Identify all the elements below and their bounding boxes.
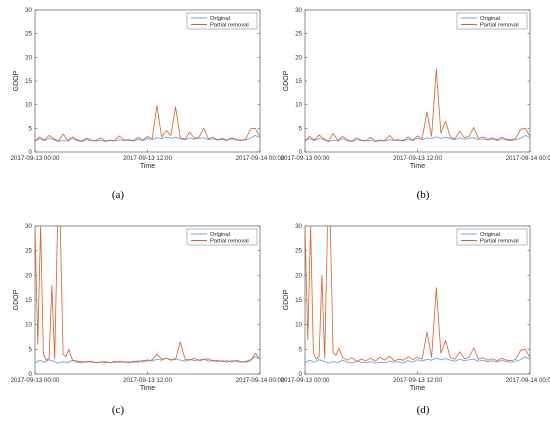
y-axis-label: GDOP xyxy=(13,289,20,310)
y-tick-label: 25 xyxy=(25,31,32,38)
x-axis-label: Time xyxy=(140,385,155,392)
y-tick-label: 5 xyxy=(299,346,303,353)
x-tick-label: 2017-09-13 12:00 xyxy=(393,377,442,384)
series-line-original xyxy=(35,356,260,364)
y-axis-label: GDOP xyxy=(13,70,20,91)
x-tick-label: 2017-09-13 00:00 xyxy=(11,155,60,162)
y-tick-label: 25 xyxy=(295,31,302,38)
series-line-partial-removal xyxy=(305,68,530,142)
y-tick-label: 10 xyxy=(25,102,32,109)
y-tick-label: 25 xyxy=(25,248,32,255)
y-tick-label: 30 xyxy=(25,223,32,230)
y-tick-label: 15 xyxy=(25,78,32,85)
legend-entry-label: Partial removal xyxy=(210,239,249,245)
x-tick-label: 2017-09-13 00:00 xyxy=(11,377,60,384)
y-tick-label: 25 xyxy=(295,248,302,255)
series-line-original xyxy=(305,356,530,364)
y-tick-label: 5 xyxy=(29,125,33,132)
legend-entry-label: Partial removal xyxy=(480,23,519,29)
panel-caption: (a) xyxy=(112,189,125,201)
series-group xyxy=(305,68,530,143)
y-tick-label: 20 xyxy=(25,272,32,279)
plot-area-frame xyxy=(304,9,531,153)
series-line-partial-removal xyxy=(35,226,260,364)
series-group xyxy=(35,226,260,364)
legend-entry-label: Original xyxy=(210,16,230,22)
x-tick-label: 2017-09-13 00:00 xyxy=(281,155,330,162)
y-tick-label: 10 xyxy=(25,322,32,329)
chart-panel-a: 0 5 10 15 20 25 30 2017-09-13 00:00 2017-09-13 1… xyxy=(11,7,285,201)
y-tick-label: 0 xyxy=(29,371,33,378)
y-tick-label: 30 xyxy=(295,7,302,14)
x-tick-label: 2017-09-13 12:00 xyxy=(123,155,172,162)
y-tick-label: 15 xyxy=(295,78,302,85)
y-tick-label: 30 xyxy=(25,7,32,14)
series-line-partial-removal xyxy=(35,105,260,142)
panel-caption: (c) xyxy=(112,404,125,416)
plot-area-frame xyxy=(34,9,261,153)
y-tick-label: 15 xyxy=(295,297,302,304)
x-tick-label: 2017-09-14 00:00 xyxy=(506,377,550,384)
x-tick-label: 2017-09-13 00:00 xyxy=(281,377,330,384)
series-line-original xyxy=(35,134,260,143)
series-group xyxy=(305,226,530,364)
legend-entry-label: Partial removal xyxy=(210,23,249,29)
y-tick-label: 10 xyxy=(295,102,302,109)
y-tick-label: 30 xyxy=(295,223,302,230)
y-tick-label: 0 xyxy=(29,149,33,156)
legend-entry-label: Original xyxy=(480,232,500,238)
y-axis-label: GDOP xyxy=(283,70,290,91)
y-tick-label: 10 xyxy=(295,322,302,329)
y-axis-label: GDOP xyxy=(283,289,290,310)
x-axis-label: Time xyxy=(410,163,425,170)
y-tick-label: 0 xyxy=(299,149,303,156)
legend-entry-label: Original xyxy=(210,232,230,238)
panel-caption: (b) xyxy=(417,189,430,201)
x-tick-label: 2017-09-13 12:00 xyxy=(393,155,442,162)
x-tick-label: 2017-09-14 00:00 xyxy=(236,377,285,384)
panel-caption: (d) xyxy=(417,404,430,416)
y-tick-label: 15 xyxy=(25,297,32,304)
y-tick-label: 0 xyxy=(299,371,303,378)
series-group xyxy=(35,105,260,143)
y-tick-label: 5 xyxy=(29,346,33,353)
y-tick-label: 20 xyxy=(25,54,32,61)
x-tick-label: 2017-09-13 12:00 xyxy=(123,377,172,384)
chart-panel-c: 0 5 10 15 20 25 30 2017-09-13 00:00 2017-09-13 1… xyxy=(11,223,285,416)
chart-panel-d: 0 5 10 15 20 25 30 2017-09-13 00:00 2017-09-13 1… xyxy=(281,223,550,416)
plot-area-frame xyxy=(304,225,531,375)
x-axis-label: Time xyxy=(140,163,155,170)
x-axis-label: Time xyxy=(410,385,425,392)
legend-entry-label: Original xyxy=(480,16,500,22)
x-tick-label: 2017-09-14 00:00 xyxy=(506,155,550,162)
chart-panel-b: 0 5 10 15 20 25 30 2017-09-13 00:00 2017-09-13 1… xyxy=(281,7,550,201)
y-tick-label: 20 xyxy=(295,54,302,61)
legend-entry-label: Partial removal xyxy=(480,239,519,245)
series-line-original xyxy=(305,134,530,143)
series-line-partial-removal xyxy=(305,226,530,362)
y-tick-label: 20 xyxy=(295,272,302,279)
x-tick-label: 2017-09-14 00:00 xyxy=(236,155,285,162)
y-tick-label: 5 xyxy=(299,125,303,132)
plot-area-frame xyxy=(34,225,261,375)
